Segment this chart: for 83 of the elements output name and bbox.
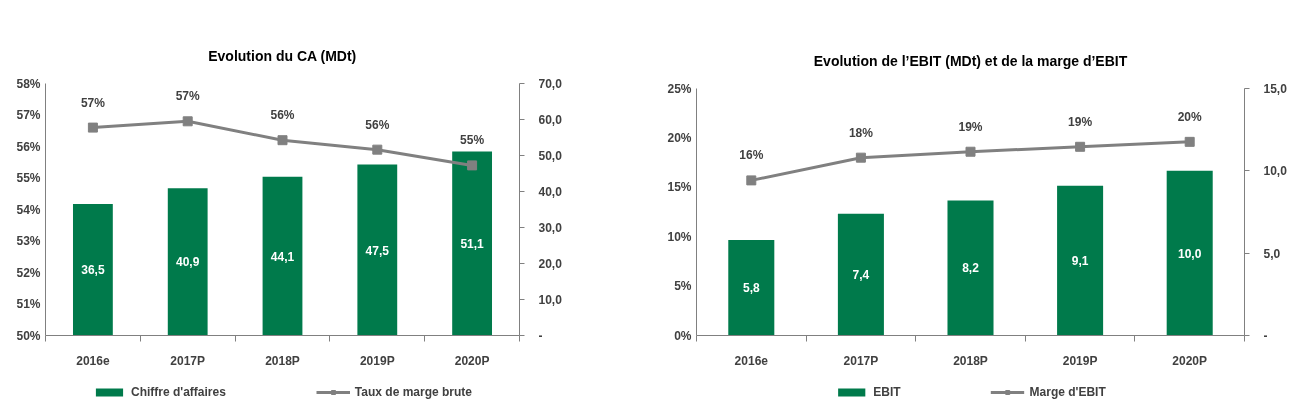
legend-label: Marge d'EBIT [1029, 385, 1106, 399]
point [467, 160, 478, 171]
point [855, 152, 866, 163]
x-tick-label: 2016e [76, 353, 110, 368]
data-label: 10,0 [1178, 246, 1202, 261]
y-tick-label: 51% [16, 297, 41, 311]
y2-tick-label: 50,0 [538, 149, 563, 163]
data-label: 56% [365, 117, 390, 132]
chart-title: Evolution de l’EBIT (MDt) et de la marge d’EBIT [813, 52, 1128, 69]
y2-tick-label: 5,0 [1263, 246, 1281, 261]
data-label: 56% [270, 108, 295, 123]
x-tick-label: 2019P [1062, 353, 1098, 368]
point [1075, 141, 1086, 152]
y-tick-label: 25% [667, 81, 692, 96]
bar [357, 164, 398, 336]
data-label: 47,5 [365, 243, 390, 258]
x-tick-label: 2020P [454, 353, 490, 368]
legend-label: EBIT [873, 385, 901, 399]
data-label: 16% [739, 148, 764, 163]
point [182, 116, 193, 127]
data-label: 18% [848, 125, 874, 140]
y2-tick-label: 70,0 [538, 77, 563, 91]
data-label: 55% [460, 133, 485, 148]
data-label: 44,1 [270, 249, 295, 264]
y2-tick-label: 30,0 [538, 221, 563, 235]
bar [167, 188, 208, 336]
legend-label: Chiffre d'affaires [130, 385, 226, 399]
legend-label: Taux de marge brute [354, 385, 473, 399]
x-tick-label: 2019P [359, 353, 395, 368]
y-tick-label: 52% [16, 265, 41, 280]
bar [72, 204, 113, 336]
data-label: 5,8 [742, 281, 760, 296]
x-tick-label: 2017P [843, 353, 879, 368]
y2-tick-label: 10,0 [538, 293, 563, 307]
bar [262, 176, 303, 336]
y2-tick-label: 10,0 [1263, 164, 1288, 179]
y-tick-label: 55% [16, 171, 41, 185]
y-tick-label: 50% [16, 328, 41, 343]
x-tick-label: 2017P [170, 353, 206, 368]
y-tick-label: 0% [674, 328, 692, 343]
y-tick-label: 57% [16, 108, 41, 122]
point [1184, 136, 1195, 147]
bar [1057, 185, 1104, 336]
y-tick-label: 20% [667, 130, 692, 145]
y2-tick-label: 60,0 [538, 113, 563, 127]
y2-tick-label: 40,0 [538, 185, 563, 199]
y-tick-label: 15% [667, 180, 692, 195]
bar [728, 239, 775, 336]
data-label: 20% [1177, 109, 1203, 124]
x-tick-label: 2016e [734, 353, 769, 368]
point [746, 175, 757, 186]
bar [947, 200, 994, 336]
y-tick-label: 56% [16, 139, 41, 154]
data-label: 7,4 [852, 268, 870, 283]
point [372, 144, 383, 155]
data-label: 19% [1068, 114, 1093, 129]
data-label: 40,9 [176, 255, 200, 270]
point [87, 122, 98, 133]
bar [452, 151, 493, 336]
data-label: 19% [958, 119, 983, 134]
y2-tick-label: - [1263, 329, 1268, 343]
data-label: 57% [80, 95, 106, 110]
x-tick-label: 2018P [265, 353, 300, 368]
y2-tick-label: 15,0 [1263, 82, 1288, 96]
y-tick-label: 54% [16, 202, 41, 217]
point [965, 146, 976, 157]
data-label: 8,2 [962, 261, 980, 276]
y-tick-label: 58% [16, 76, 41, 91]
chart-title: Evolution du CA (MDt) [208, 47, 357, 64]
bar [837, 213, 884, 336]
data-label: 57% [175, 89, 201, 104]
y2-tick-label: 20,0 [538, 257, 563, 271]
data-label: 51,1 [460, 237, 485, 252]
data-label: 36,5 [81, 263, 105, 278]
y-tick-label: 10% [667, 229, 692, 244]
bar [1166, 170, 1213, 336]
y-tick-label: 5% [674, 279, 692, 294]
point [277, 135, 288, 146]
x-tick-label: 2018P [953, 353, 988, 368]
y2-tick-label: - [538, 329, 543, 343]
data-label: 9,1 [1071, 254, 1089, 269]
y-tick-label: 53% [16, 234, 41, 248]
x-tick-label: 2020P [1172, 353, 1208, 368]
